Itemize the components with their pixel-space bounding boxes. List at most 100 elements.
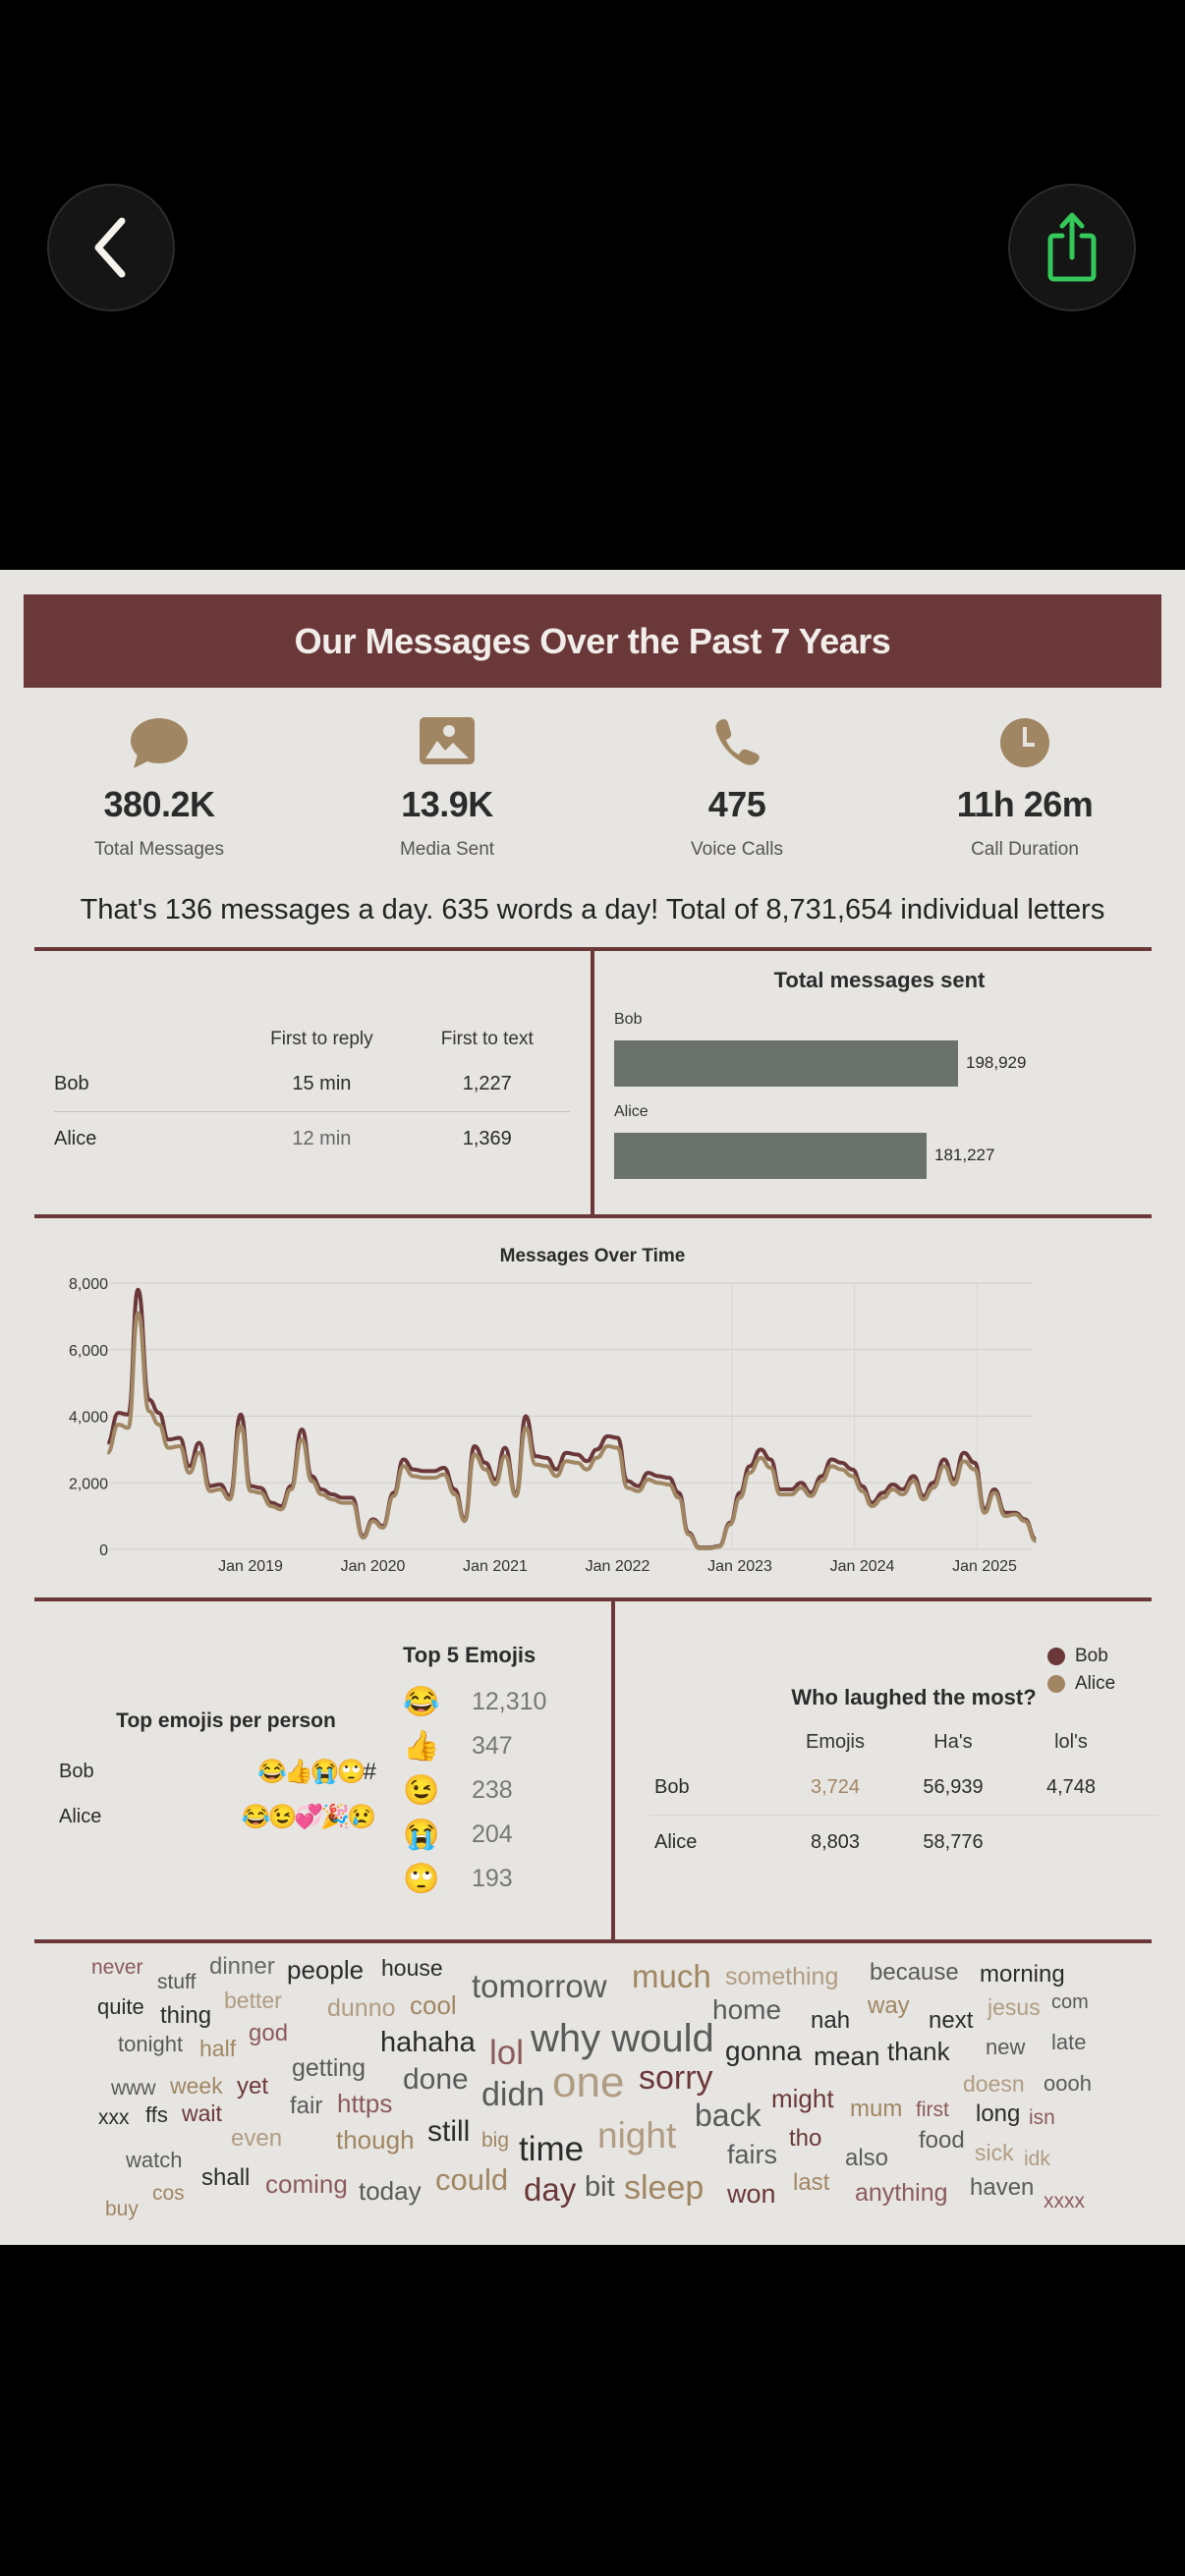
word-cloud-word: sleep bbox=[624, 2169, 705, 2207]
svg-text:Jan 2023: Jan 2023 bbox=[707, 1558, 772, 1575]
word-cloud-word: though bbox=[336, 2125, 415, 2155]
chart-title: Messages Over Time bbox=[499, 1246, 686, 1266]
column-header: Emojis bbox=[805, 1730, 865, 1753]
section-title: Who laughed the most? bbox=[791, 1685, 1037, 1709]
stat-label: Total Messages bbox=[93, 839, 224, 860]
lols-value: 4,748 bbox=[1045, 1775, 1097, 1798]
word-cloud-word: anything bbox=[855, 2179, 948, 2207]
legend-item-bob: Bob bbox=[1047, 1646, 1115, 1667]
word-cloud-word: tho bbox=[789, 2125, 822, 2152]
word-cloud: never stuff dinner people house tomorrow much s… bbox=[34, 1945, 1152, 2240]
word-cloud-word: fairs bbox=[727, 2140, 778, 2169]
emoji: 😭 bbox=[403, 1819, 440, 1851]
column-header: First to reply bbox=[270, 1029, 373, 1049]
chart-title: Total messages sent bbox=[773, 968, 986, 992]
column-divider bbox=[591, 947, 594, 1216]
column-header: Ha's bbox=[933, 1730, 973, 1753]
series-line-alice bbox=[106, 1311, 1038, 1550]
svg-text:Jan 2024: Jan 2024 bbox=[830, 1558, 895, 1575]
word-cloud-word: still bbox=[427, 2115, 471, 2148]
word-cloud-word: food bbox=[919, 2127, 965, 2154]
legend-dot-icon bbox=[1047, 1675, 1065, 1693]
word-cloud-word: oooh bbox=[1044, 2071, 1092, 2096]
section-divider bbox=[34, 1939, 1152, 1943]
word-cloud-word: haven bbox=[970, 2174, 1035, 2201]
emoji-count-row: 😭 204 bbox=[403, 1813, 599, 1857]
word-cloud-word: fair bbox=[290, 2093, 323, 2119]
stat-value: 13.9K bbox=[401, 784, 493, 824]
word-cloud-word: cos bbox=[152, 2182, 185, 2205]
word-cloud-word: big bbox=[481, 2129, 510, 2152]
legend-dot-icon bbox=[1047, 1648, 1065, 1665]
table-row: Alice 12 min 1,369 bbox=[54, 1111, 570, 1166]
word-cloud-word: week bbox=[170, 2073, 223, 2099]
has-value: 56,939 bbox=[923, 1775, 984, 1798]
first-to-reply-value: 15 min bbox=[292, 1072, 352, 1094]
word-cloud-word: won bbox=[727, 2179, 776, 2209]
series-line-bob bbox=[106, 1287, 1038, 1550]
section-title: Top emojis per person bbox=[116, 1709, 336, 1732]
word-cloud-word: didn bbox=[481, 2076, 545, 2113]
svg-text:Jan 2022: Jan 2022 bbox=[586, 1558, 650, 1575]
stat-call-duration: 11h 26m Call Duration bbox=[897, 717, 1153, 861]
svg-text:2,000: 2,000 bbox=[69, 1476, 108, 1492]
word-cloud-word: people bbox=[287, 1955, 365, 1985]
emoji-count: 12,310 bbox=[472, 1688, 547, 1715]
word-cloud-word: first bbox=[916, 2099, 949, 2121]
emoji: 👍 bbox=[403, 1730, 440, 1763]
table-row: Alice 8,803 58,776 bbox=[649, 1815, 1159, 1870]
emoji-count-row: 🙄 193 bbox=[403, 1857, 599, 1901]
word-cloud-word: getting bbox=[292, 2054, 367, 2082]
table-header: Emojis Ha's lol's bbox=[649, 1724, 1159, 1760]
total-messages-bar-chart: Total messages sent Bob 198,929 Alice 18… bbox=[614, 968, 1145, 1196]
word-cloud-word: one bbox=[552, 2058, 625, 2106]
word-cloud-word: coming bbox=[265, 2169, 348, 2199]
word-cloud-word: way bbox=[868, 1992, 910, 2019]
stat-value: 11h 26m bbox=[956, 784, 1094, 824]
share-button[interactable] bbox=[1008, 184, 1136, 311]
svg-text:4,000: 4,000 bbox=[69, 1410, 108, 1427]
table-row: Bob 3,724 56,939 4,748 bbox=[649, 1760, 1159, 1815]
word-cloud-word: yet bbox=[237, 2073, 269, 2100]
emoji: 🙄 bbox=[403, 1863, 440, 1895]
reply-stats-table: First to reply First to text Bob 15 min … bbox=[54, 1017, 570, 1166]
word-cloud-word: hahaha bbox=[380, 2027, 476, 2058]
page-title: Our Messages Over the Past 7 Years bbox=[294, 620, 891, 661]
first-to-text-value: 1,369 bbox=[462, 1128, 512, 1149]
stat-value: 380.2K bbox=[103, 784, 215, 824]
word-cloud-word: next bbox=[929, 2007, 974, 2034]
messages-over-time-chart: Messages Over Time 0 2,000 4,000 6,000 8,000… bbox=[0, 1228, 1185, 1694]
svg-text:8,000: 8,000 bbox=[69, 1276, 108, 1293]
table-row: Bob 15 min 1,227 bbox=[54, 1056, 570, 1111]
word-cloud-word: sorry bbox=[639, 2059, 713, 2097]
share-icon bbox=[1047, 212, 1097, 282]
word-cloud-word: done bbox=[403, 2063, 469, 2096]
stat-value: 475 bbox=[707, 784, 766, 824]
back-button[interactable] bbox=[47, 184, 175, 311]
word-cloud-word: nah bbox=[811, 2007, 851, 2034]
word-cloud-word: might bbox=[771, 2084, 834, 2113]
word-cloud-word: gonna bbox=[725, 2036, 802, 2066]
word-cloud-word: mean bbox=[814, 2042, 880, 2071]
svg-text:Jan 2019: Jan 2019 bbox=[218, 1558, 283, 1575]
person-name: Bob bbox=[59, 1760, 94, 1782]
legend-item-alice: Alice bbox=[1047, 1673, 1115, 1695]
emojis-value: 3,724 bbox=[810, 1775, 861, 1798]
top-bar bbox=[0, 0, 1185, 570]
word-cloud-word: https bbox=[337, 2089, 393, 2118]
section-divider bbox=[34, 1214, 1152, 1218]
bar-value: 181,227 bbox=[934, 1146, 995, 1164]
emoji: 😂 bbox=[403, 1686, 440, 1718]
word-cloud-word: because bbox=[870, 1959, 959, 1986]
clock-icon bbox=[1000, 718, 1049, 767]
title-banner: Our Messages Over the Past 7 Years bbox=[24, 594, 1161, 688]
first-to-text-value: 1,227 bbox=[462, 1072, 512, 1094]
emoji-count: 347 bbox=[472, 1732, 513, 1760]
svg-text:0: 0 bbox=[99, 1542, 108, 1559]
word-cloud-word: sick bbox=[975, 2140, 1014, 2165]
word-cloud-word: thing bbox=[160, 2002, 212, 2029]
table-header: First to reply First to text bbox=[54, 1017, 570, 1056]
word-cloud-word: better bbox=[224, 1988, 282, 2013]
bar-bob bbox=[614, 1039, 958, 1087]
who-laughed-most-table: Who laughed the most? Emojis Ha's lol's … bbox=[649, 1685, 1159, 1870]
